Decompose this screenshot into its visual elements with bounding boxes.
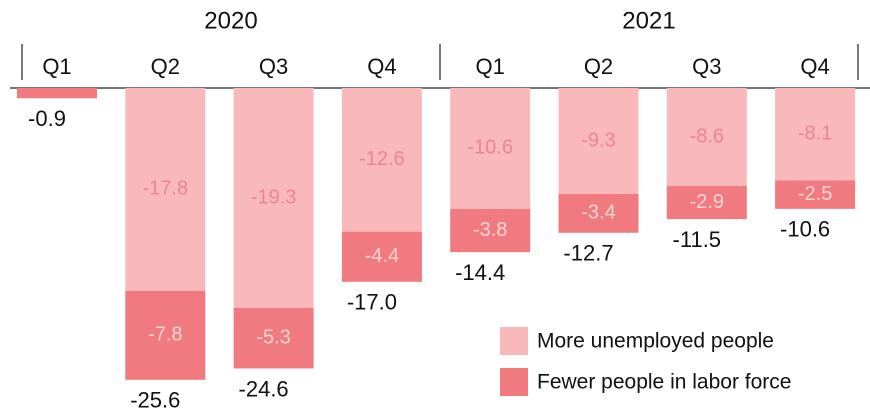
total-label: -14.4 <box>455 260 505 285</box>
segment-label: -7.8 <box>148 324 182 346</box>
x-tick-label: Q3 <box>692 54 721 79</box>
segment-label: -4.4 <box>365 245 399 267</box>
bar-segment <box>558 88 639 195</box>
bar-segment <box>666 88 747 187</box>
segment-label: -2.5 <box>798 183 832 205</box>
total-label: -12.7 <box>563 241 613 266</box>
bar-segment <box>450 88 531 209</box>
segment-label: -8.6 <box>690 125 724 147</box>
bar-segment <box>341 231 422 282</box>
bar-segment <box>341 88 422 232</box>
total-label: -24.6 <box>239 376 289 401</box>
segment-label: -2.9 <box>690 191 724 213</box>
segment-label: -3.8 <box>473 219 507 241</box>
bar-segment <box>233 88 314 309</box>
x-tick-label: Q3 <box>259 54 288 79</box>
total-label: -11.5 <box>673 227 722 252</box>
segment-label: -17.8 <box>143 178 189 200</box>
segment-label: -10.6 <box>467 137 513 159</box>
x-tick-label: Q1 <box>476 54 505 79</box>
bar-segment <box>775 180 856 209</box>
total-label: -10.6 <box>780 217 830 242</box>
bar-segment <box>775 88 856 181</box>
bar-segment <box>125 88 206 291</box>
segment-label: -12.6 <box>359 148 405 170</box>
x-tick-label: Q4 <box>800 54 829 79</box>
total-label: -17.0 <box>347 290 397 315</box>
legend-label: More unemployed people <box>537 330 774 353</box>
segment-label: -9.3 <box>581 129 615 151</box>
total-label: -25.6 <box>130 388 180 413</box>
x-tick-label: Q4 <box>367 54 396 79</box>
x-tick-label: Q2 <box>584 54 613 79</box>
total-label: -0.9 <box>28 106 66 131</box>
bar-segment <box>125 290 206 380</box>
segment-label: -5.3 <box>256 327 290 349</box>
x-tick-label: Q2 <box>151 54 180 79</box>
group-label: 2020 <box>204 7 257 34</box>
segment-label: -19.3 <box>251 186 297 208</box>
bar-segment <box>450 208 531 253</box>
bar <box>17 88 97 99</box>
segment-label: -8.1 <box>798 122 832 144</box>
legend-swatch <box>500 327 528 355</box>
x-tick-label: Q1 <box>42 54 71 79</box>
group-label: 2021 <box>622 7 675 34</box>
segment-label: -3.4 <box>581 202 615 224</box>
legend-swatch <box>500 368 528 396</box>
bar-segment <box>558 194 639 233</box>
legend-label: Fewer people in labor force <box>537 371 791 394</box>
bar-segment <box>666 186 747 220</box>
bar-segment <box>233 308 314 369</box>
